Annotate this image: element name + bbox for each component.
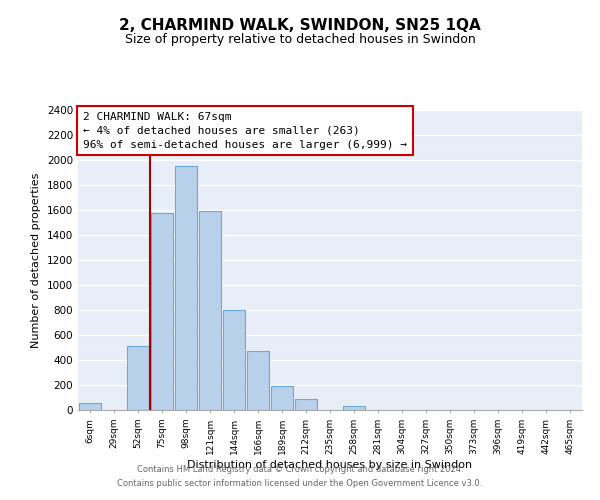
Bar xyxy=(223,310,245,410)
Bar xyxy=(79,403,101,410)
Text: Contains HM Land Registry data © Crown copyright and database right 2024.
Contai: Contains HM Land Registry data © Crown c… xyxy=(118,466,482,487)
Bar xyxy=(175,166,197,410)
Bar xyxy=(271,386,293,410)
Bar xyxy=(295,399,317,410)
Text: Size of property relative to detached houses in Swindon: Size of property relative to detached ho… xyxy=(125,32,475,46)
Bar xyxy=(199,211,221,410)
Text: 2, CHARMIND WALK, SWINDON, SN25 1QA: 2, CHARMIND WALK, SWINDON, SN25 1QA xyxy=(119,18,481,32)
Bar xyxy=(127,346,149,410)
Bar xyxy=(343,406,365,410)
Text: 2 CHARMIND WALK: 67sqm
← 4% of detached houses are smaller (263)
96% of semi-det: 2 CHARMIND WALK: 67sqm ← 4% of detached … xyxy=(83,112,407,150)
Bar xyxy=(151,212,173,410)
X-axis label: Distribution of detached houses by size in Swindon: Distribution of detached houses by size … xyxy=(187,460,473,469)
Bar xyxy=(247,350,269,410)
Y-axis label: Number of detached properties: Number of detached properties xyxy=(31,172,41,348)
